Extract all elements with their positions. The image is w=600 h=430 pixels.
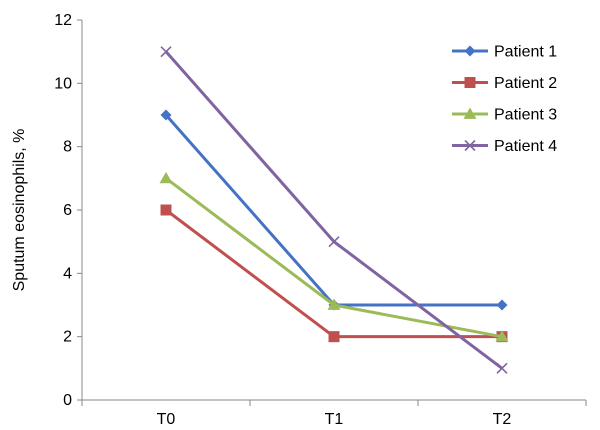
data-point: [159, 171, 173, 184]
series-patient-1: [160, 109, 508, 311]
data-point: [327, 298, 341, 310]
data-point: [496, 362, 508, 374]
data-point: [328, 331, 340, 343]
x-ticks: T0 T1 T2: [81, 400, 587, 428]
series-patient-2: [160, 204, 508, 343]
x-tick-label: T2: [493, 411, 512, 428]
legend-item: Patient 1: [452, 44, 557, 61]
series-line: [164, 50, 503, 370]
legend-marker: [464, 139, 476, 152]
x-marker-stroke: [328, 236, 340, 248]
y-tick-label: 2: [63, 329, 72, 346]
series-line: [164, 114, 502, 307]
series-layer: [159, 46, 509, 374]
data-point: [160, 109, 172, 121]
legend-label: Patient 3: [494, 107, 557, 124]
x-marker-stroke: [464, 139, 476, 152]
legend: Patient 1 Patient 2 Patient 3 Patient 4: [452, 44, 557, 155]
x-tick-label: T0: [157, 411, 176, 428]
series-patient-3: [159, 171, 509, 342]
legend-marker: [464, 45, 476, 57]
data-point: [495, 330, 509, 342]
legend-item: Patient 3: [452, 107, 557, 124]
data-point: [160, 46, 172, 58]
x-tick-label: T1: [325, 411, 344, 428]
legend-item: Patient 2: [452, 75, 557, 92]
legend-item: Patient 4: [452, 138, 557, 155]
data-point: [328, 236, 340, 248]
series-line: [165, 208, 502, 339]
series-patient-4: [160, 46, 508, 374]
x-marker-stroke: [160, 46, 172, 58]
series-line: [165, 177, 503, 339]
data-point: [496, 299, 508, 311]
x-marker-stroke: [496, 362, 508, 374]
legend-label: Patient 1: [494, 44, 557, 61]
y-tick-label: 0: [63, 392, 72, 409]
legend-label: Patient 2: [494, 75, 557, 92]
y-tick-label: 6: [63, 202, 72, 219]
y-ticks: 0 2 4 6 8 10 12: [54, 12, 82, 409]
y-tick-label: 4: [63, 265, 72, 282]
y-tick-label: 12: [54, 12, 72, 29]
y-tick-label: 10: [54, 75, 72, 92]
y-tick-label: 8: [63, 139, 72, 156]
data-point: [160, 204, 172, 216]
legend-marker: [463, 107, 477, 119]
legend-label: Patient 4: [494, 138, 557, 155]
y-axis-title: Sputum eosinophils, %: [11, 129, 28, 292]
legend-marker: [464, 77, 476, 88]
